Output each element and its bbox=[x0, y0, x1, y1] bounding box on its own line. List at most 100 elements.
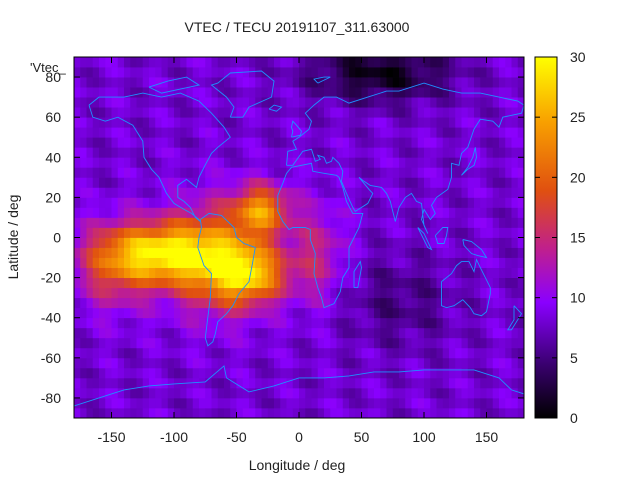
heatmap-cell bbox=[474, 367, 481, 379]
heatmap-cell bbox=[336, 167, 344, 178]
heatmap-cell bbox=[174, 327, 181, 339]
heatmap-cell bbox=[217, 167, 225, 178]
heatmap-cell bbox=[486, 287, 494, 299]
heatmap-cell bbox=[149, 307, 156, 319]
heatmap-cell bbox=[74, 187, 81, 198]
heatmap-cells bbox=[74, 57, 524, 418]
heatmap-cell bbox=[111, 217, 119, 228]
heatmap-cell bbox=[99, 217, 106, 228]
heatmap-cell bbox=[474, 247, 481, 258]
heatmap-cell bbox=[436, 237, 444, 248]
heatmap-cell bbox=[274, 57, 281, 68]
heatmap-cell bbox=[205, 337, 212, 349]
heatmap-cell bbox=[411, 367, 419, 379]
heatmap-cell bbox=[117, 347, 125, 359]
heatmap-cell bbox=[517, 87, 524, 98]
heatmap-cell bbox=[511, 357, 519, 369]
heatmap-cell bbox=[280, 157, 287, 168]
heatmap-cell bbox=[124, 327, 131, 339]
heatmap-cell bbox=[292, 67, 300, 78]
heatmap-cell bbox=[174, 257, 181, 268]
heatmap-cell bbox=[130, 317, 137, 329]
heatmap-cell bbox=[192, 337, 200, 349]
heatmap-cell bbox=[255, 337, 262, 349]
heatmap-cell bbox=[217, 57, 225, 68]
heatmap-cell bbox=[205, 197, 212, 208]
heatmap-cell bbox=[74, 407, 81, 418]
heatmap-cell bbox=[499, 207, 506, 218]
heatmap-cell bbox=[330, 337, 337, 349]
heatmap-cell bbox=[367, 147, 375, 158]
heatmap-cell bbox=[155, 327, 162, 339]
heatmap-cell bbox=[99, 67, 106, 78]
heatmap-cell bbox=[349, 177, 356, 188]
heatmap-cell bbox=[274, 377, 281, 389]
heatmap-cell bbox=[236, 127, 244, 138]
heatmap-cell bbox=[330, 187, 337, 198]
heatmap-cell bbox=[324, 217, 331, 228]
heatmap-cell bbox=[211, 347, 219, 359]
heatmap-cell bbox=[492, 317, 500, 329]
heatmap-cell bbox=[380, 277, 387, 289]
heatmap-cell bbox=[467, 187, 475, 198]
heatmap-cell bbox=[455, 57, 462, 68]
heatmap-cell bbox=[486, 377, 494, 389]
heatmap-cell bbox=[324, 177, 331, 188]
heatmap-cell bbox=[411, 407, 419, 418]
heatmap-cell bbox=[192, 327, 200, 339]
heatmap-cell bbox=[317, 237, 325, 248]
heatmap-cell bbox=[480, 237, 487, 248]
heatmap-cell bbox=[155, 77, 162, 88]
heatmap-cell bbox=[424, 167, 431, 178]
heatmap-cell bbox=[430, 177, 437, 188]
y-tick-label: -40 bbox=[41, 310, 61, 326]
heatmap-cell bbox=[430, 237, 437, 248]
y-tick-label: 40 bbox=[45, 149, 61, 165]
heatmap-cell bbox=[380, 157, 387, 168]
heatmap-cell bbox=[474, 337, 481, 349]
heatmap-cell bbox=[411, 107, 419, 118]
heatmap-cell bbox=[449, 407, 456, 418]
heatmap-cell bbox=[311, 327, 319, 339]
heatmap-cell bbox=[224, 387, 231, 399]
heatmap-cell bbox=[505, 137, 512, 148]
heatmap-cell bbox=[142, 257, 150, 268]
colorbar-tick-label: 30 bbox=[570, 49, 586, 65]
heatmap-cell bbox=[130, 307, 137, 319]
heatmap-cell bbox=[174, 227, 181, 238]
heatmap-cell bbox=[111, 247, 119, 258]
heatmap-cell bbox=[311, 187, 319, 198]
heatmap-cell bbox=[417, 307, 425, 319]
heatmap-cell bbox=[111, 317, 119, 329]
heatmap-cell bbox=[455, 347, 462, 359]
heatmap-cell bbox=[342, 247, 350, 258]
heatmap-cell bbox=[174, 57, 181, 68]
heatmap-cell bbox=[455, 127, 462, 138]
heatmap-cell bbox=[274, 77, 281, 88]
heatmap-cell bbox=[92, 97, 100, 108]
heatmap-cell bbox=[292, 117, 300, 128]
heatmap-cell bbox=[405, 237, 412, 248]
heatmap-cell bbox=[411, 197, 419, 208]
heatmap-cell bbox=[449, 177, 456, 188]
heatmap-cell bbox=[399, 257, 406, 268]
heatmap-cell bbox=[249, 377, 256, 389]
heatmap-cell bbox=[386, 187, 394, 198]
heatmap-cell bbox=[411, 337, 419, 349]
heatmap-cell bbox=[386, 327, 394, 339]
heatmap-cell bbox=[336, 227, 344, 238]
heatmap-cell bbox=[374, 407, 381, 418]
heatmap-cell bbox=[374, 257, 381, 268]
heatmap-cell bbox=[224, 267, 231, 279]
heatmap-cell bbox=[511, 227, 519, 238]
heatmap-cell bbox=[167, 187, 175, 198]
heatmap-cell bbox=[480, 57, 487, 68]
heatmap-cell bbox=[499, 227, 506, 238]
heatmap-cell bbox=[455, 97, 462, 108]
heatmap-cell bbox=[124, 147, 131, 158]
heatmap-cell bbox=[211, 167, 219, 178]
heatmap-cell bbox=[311, 57, 319, 68]
heatmap-cell bbox=[311, 97, 319, 108]
heatmap-cell bbox=[436, 167, 444, 178]
heatmap-cell bbox=[186, 97, 194, 108]
